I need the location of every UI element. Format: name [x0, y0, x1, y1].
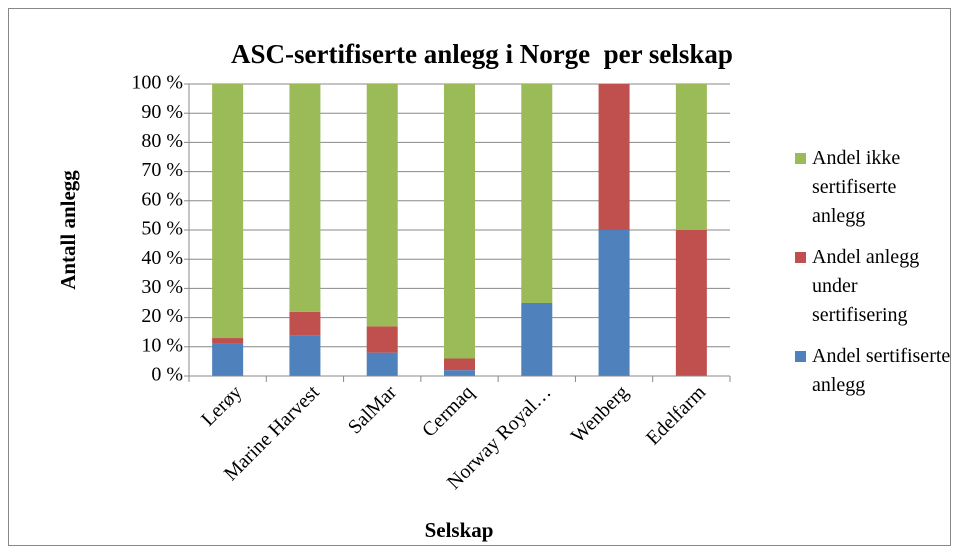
x-axis-label: Selskap	[425, 518, 494, 542]
y-tick-label: 80 %	[141, 130, 183, 152]
y-axis-label: Antall anlegg	[56, 170, 80, 290]
legend-entry: Andel ikke sertifiserte anlegg	[795, 144, 955, 231]
bar-segment	[521, 84, 553, 303]
y-tick-label: 30 %	[141, 276, 183, 298]
y-tick-label: 100 %	[131, 72, 183, 94]
bar-segment	[598, 84, 630, 230]
bar-segment	[289, 335, 321, 376]
bar-segment	[444, 358, 475, 371]
bar-segment	[598, 230, 630, 376]
legend: Andel ikke sertifiserte anlegg Andel anle…	[795, 144, 955, 400]
bar-segment	[366, 352, 398, 376]
legend-swatch	[795, 351, 806, 362]
bar-segment	[444, 84, 475, 359]
legend-swatch	[795, 252, 806, 263]
legend-label: Andel sertifiserte anlegg	[812, 345, 951, 396]
legend-entry: Andel anlegg under sertifisering	[795, 243, 955, 330]
bar-segment	[212, 338, 244, 344]
bar-segment	[675, 230, 707, 376]
y-tick-label: 0 %	[151, 364, 183, 386]
legend-swatch	[795, 153, 806, 164]
y-tick-label: 60 %	[141, 188, 183, 210]
legend-label: Andel anlegg under sertifisering	[812, 246, 920, 326]
legend-entry: Andel sertifiserte anlegg	[795, 342, 955, 400]
chart-border	[8, 8, 951, 546]
y-tick-label: 10 %	[141, 334, 183, 356]
bar-segment	[521, 303, 553, 376]
bar-segment	[212, 343, 244, 376]
legend-label: Andel ikke sertifiserte anlegg	[812, 147, 901, 227]
bar-segment	[366, 84, 398, 327]
y-tick-label: 40 %	[141, 247, 183, 269]
y-tick-label: 50 %	[141, 218, 183, 240]
bar-segment	[675, 84, 707, 230]
chart-title: ASC-sertifiserte anlegg i Norge per sels…	[231, 39, 733, 69]
y-tick-label: 90 %	[141, 101, 183, 123]
bar-segment	[289, 84, 321, 312]
bar-segment	[212, 84, 244, 339]
bar-segment	[366, 326, 398, 353]
bar-segment	[444, 370, 475, 376]
y-tick-label: 20 %	[141, 305, 183, 327]
bar-segment	[289, 311, 321, 336]
y-tick-label: 70 %	[141, 159, 183, 181]
